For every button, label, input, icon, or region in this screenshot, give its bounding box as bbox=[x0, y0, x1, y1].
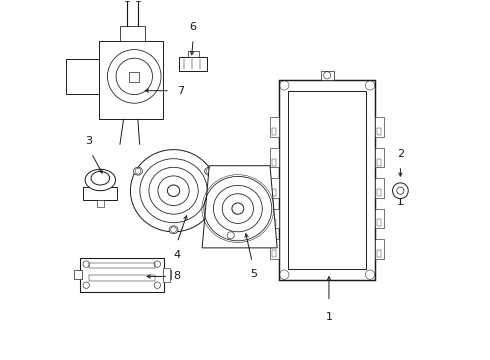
Text: 1: 1 bbox=[325, 312, 332, 322]
Polygon shape bbox=[202, 166, 277, 248]
Bar bbox=[98, 41, 163, 119]
Bar bbox=[377, 219, 381, 226]
Text: 6: 6 bbox=[190, 22, 196, 32]
Bar bbox=[83, 187, 118, 200]
Ellipse shape bbox=[205, 167, 214, 175]
Bar bbox=[80, 258, 164, 292]
Bar bbox=[163, 270, 171, 279]
Text: 8: 8 bbox=[173, 271, 181, 282]
Bar bbox=[163, 267, 170, 282]
Bar bbox=[66, 59, 98, 94]
Bar bbox=[272, 249, 276, 257]
Bar bbox=[272, 189, 276, 196]
Text: 4: 4 bbox=[173, 249, 181, 260]
Bar bbox=[89, 262, 155, 268]
Ellipse shape bbox=[232, 203, 244, 214]
Bar bbox=[279, 80, 375, 280]
Bar bbox=[270, 239, 279, 258]
Bar bbox=[89, 275, 155, 281]
Bar bbox=[179, 58, 207, 71]
Bar bbox=[377, 128, 381, 135]
Bar bbox=[375, 239, 384, 258]
Text: 2: 2 bbox=[397, 149, 404, 158]
Ellipse shape bbox=[168, 185, 180, 197]
Bar bbox=[272, 219, 276, 226]
Bar bbox=[375, 178, 384, 198]
Circle shape bbox=[392, 183, 408, 199]
Bar bbox=[288, 91, 367, 269]
Bar bbox=[270, 148, 279, 167]
Bar bbox=[377, 249, 381, 257]
Bar bbox=[270, 178, 279, 198]
Bar bbox=[375, 148, 384, 167]
Bar bbox=[120, 26, 145, 41]
Text: 5: 5 bbox=[250, 269, 257, 279]
Bar bbox=[270, 208, 279, 228]
Bar bbox=[377, 158, 381, 166]
Bar bbox=[375, 208, 384, 228]
Bar bbox=[97, 200, 104, 207]
Text: 3: 3 bbox=[85, 136, 93, 146]
Ellipse shape bbox=[169, 226, 178, 234]
Ellipse shape bbox=[85, 169, 116, 191]
Bar bbox=[270, 117, 279, 137]
Bar bbox=[321, 71, 334, 80]
Ellipse shape bbox=[91, 171, 110, 185]
Bar bbox=[129, 72, 139, 82]
Bar bbox=[377, 189, 381, 196]
Ellipse shape bbox=[133, 167, 143, 175]
Bar bbox=[375, 117, 384, 137]
Bar bbox=[74, 270, 81, 279]
Text: 7: 7 bbox=[177, 86, 184, 96]
Bar bbox=[188, 51, 198, 58]
Bar bbox=[272, 158, 276, 166]
Bar bbox=[272, 128, 276, 135]
Ellipse shape bbox=[130, 150, 217, 232]
